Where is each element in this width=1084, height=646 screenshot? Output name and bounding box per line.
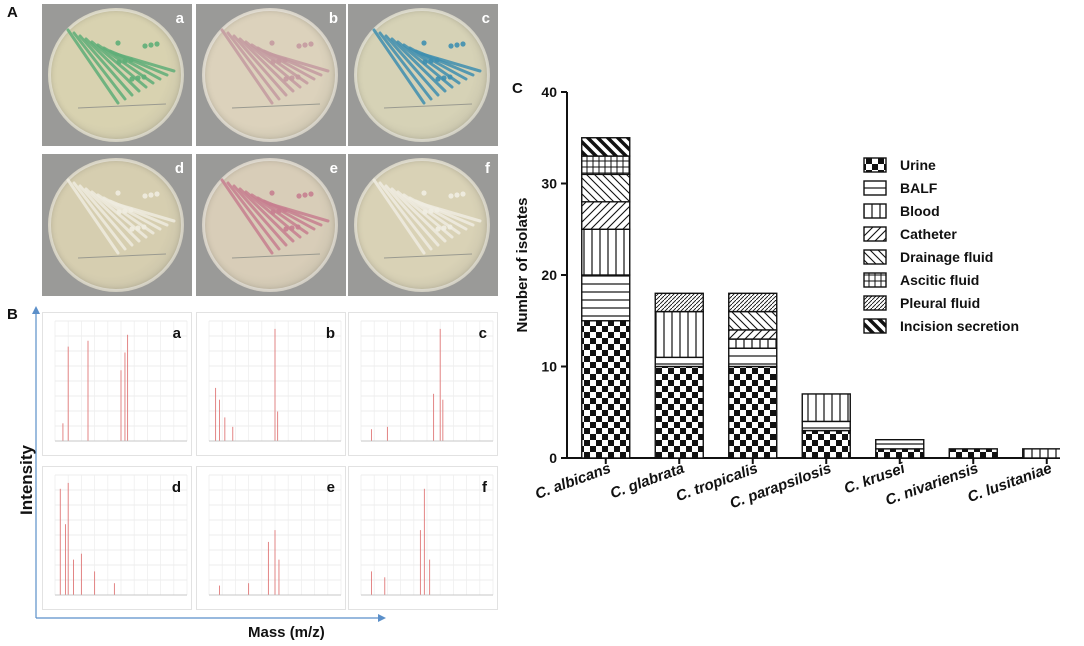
spectra-x-axis-label: Mass (m/z) (248, 624, 325, 641)
bar-segment-pleural-fluid (654, 292, 704, 313)
mass-spectrum-c: c (348, 312, 498, 456)
legend-label: Catheter (900, 226, 957, 242)
spectrum-label: f (482, 479, 487, 496)
legend-label: Blood (900, 203, 940, 219)
bar-segment-urine (801, 429, 851, 459)
bar-segment-blood (654, 310, 704, 359)
petri-dish (48, 158, 184, 292)
petri-dish (354, 158, 490, 292)
spectrum-plot (208, 474, 342, 596)
y-tick-label: 0 (549, 450, 557, 466)
spectrum-label: a (172, 325, 181, 342)
panel-b-letter: B (7, 306, 18, 323)
panel-c-letter: C (512, 80, 523, 97)
bar-segment-incision-secretion (581, 137, 631, 157)
colony-streaks (66, 178, 176, 259)
bar-segment-urine (581, 320, 631, 459)
plate-label: d (174, 160, 184, 177)
legend-label: Pleural fluid (900, 295, 980, 311)
legend-swatch (863, 272, 887, 288)
bar-segment-balf (581, 274, 631, 322)
chart-y-axis-label: Number of isolates (514, 197, 531, 332)
culture-plate-c: c (348, 4, 498, 146)
y-tick-label: 20 (541, 267, 557, 283)
petri-dish (202, 8, 338, 142)
culture-plate-f: f (348, 154, 498, 296)
plate-label: f (485, 160, 490, 177)
bar-segment-drainage-fluid (581, 173, 631, 203)
mass-spectrum-a: a (42, 312, 192, 456)
panel-b-axes (32, 306, 386, 622)
panel-a-letter: A (7, 4, 18, 21)
legend-swatch (863, 157, 887, 173)
legend-swatch (863, 318, 887, 334)
spectrum-plot (54, 320, 188, 442)
petri-dish (202, 158, 338, 292)
spectrum-label: c (478, 325, 487, 342)
legend-label: Urine (900, 157, 936, 173)
spectrum-plot (208, 320, 342, 442)
legend-label: Incision secretion (900, 318, 1019, 334)
legend-swatch (863, 180, 887, 196)
legend-swatch (863, 249, 887, 265)
plate-label: b (328, 10, 338, 27)
x-tick-label: C. lusitaniae (965, 460, 1054, 506)
bar-segment-balf (728, 347, 778, 368)
bar-segment-urine (654, 365, 704, 459)
spectrum-plot (360, 474, 494, 596)
legend-swatch (863, 226, 887, 242)
bar-segment-blood (1022, 448, 1060, 459)
colony-streaks (66, 28, 176, 109)
spectrum-plot (54, 474, 188, 596)
legend-swatch (863, 295, 887, 311)
bar-segment-blood (581, 228, 631, 276)
colony-streaks (220, 28, 330, 109)
legend-label: Ascitic fluid (900, 272, 979, 288)
mass-spectrum-d: d (42, 466, 192, 610)
bar-segment-drainage-fluid (728, 310, 778, 331)
legend-swatch (863, 203, 887, 219)
culture-plate-a: a (42, 4, 192, 146)
petri-dish (48, 8, 184, 142)
bar-segment-balf (801, 420, 851, 432)
spectrum-label: e (326, 479, 335, 496)
bar-segment-balf (654, 356, 704, 368)
bar-segment-catheter (728, 329, 778, 340)
culture-plate-b: b (196, 4, 346, 146)
bar-segment-ascitic-fluid (581, 155, 631, 176)
spectrum-plot (360, 320, 494, 442)
spectrum-label: b (325, 325, 335, 342)
colony-streaks (372, 28, 482, 109)
culture-plate-d: d (42, 154, 192, 296)
mass-spectrum-b: b (196, 312, 346, 456)
y-tick-label: 40 (541, 84, 557, 100)
x-tick-label: C. albicans (533, 460, 613, 503)
bar-segment-blood (728, 338, 778, 349)
colony-streaks (220, 178, 330, 259)
bar-segment-pleural-fluid (728, 292, 778, 313)
culture-plate-e: e (196, 154, 346, 296)
colony-streaks (372, 178, 482, 259)
bar-segment-urine (875, 448, 925, 459)
bar-segment-balf (875, 439, 925, 450)
mass-spectrum-e: e (196, 466, 346, 610)
bar-segment-urine (948, 448, 998, 459)
spectrum-label: d (171, 479, 181, 496)
plate-label: e (329, 160, 338, 177)
bar-segment-blood (801, 393, 851, 423)
bar-segment-catheter (581, 201, 631, 230)
plate-label: a (175, 10, 184, 27)
legend-label: BALF (900, 180, 938, 196)
x-tick-label: C. glabrata (608, 460, 687, 502)
plate-label: c (481, 10, 490, 27)
bar-segment-urine (728, 365, 778, 459)
petri-dish (354, 8, 490, 142)
mass-spectrum-f: f (348, 466, 498, 610)
legend-label: Drainage fluid (900, 249, 993, 265)
y-tick-label: 30 (541, 176, 557, 192)
y-tick-label: 10 (541, 359, 557, 375)
spectra-y-axis-label: Intensity (17, 445, 36, 515)
